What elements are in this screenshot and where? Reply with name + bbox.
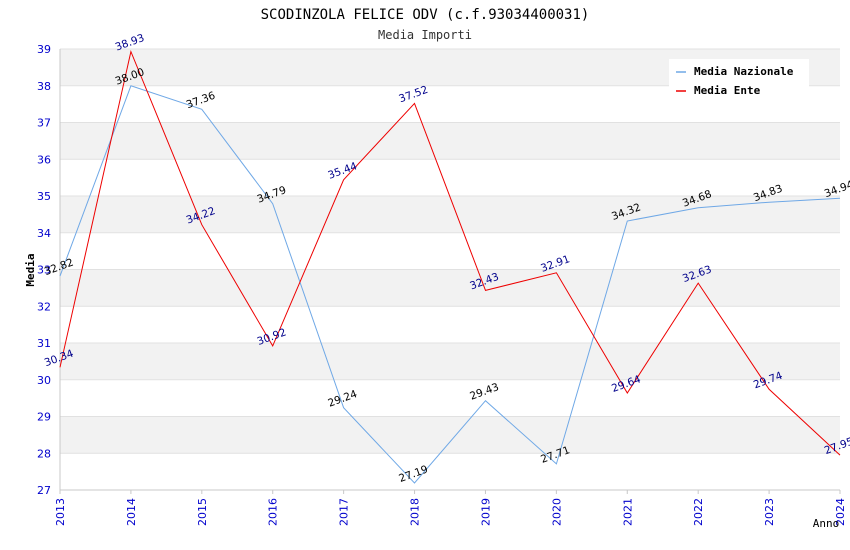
data-label: 37.52: [397, 84, 429, 106]
legend-box: [669, 59, 809, 101]
series-line-ente: [59, 49, 841, 456]
y-tick-labels: 27 28 29 30 31 32 33 34 35 36 37 38 39: [37, 43, 51, 497]
x-tick-label: 2016: [267, 498, 280, 526]
y-tick-label: 27: [37, 484, 51, 497]
x-tick-label: 2022: [692, 498, 705, 526]
y-tick-label: 32: [37, 300, 51, 313]
x-axis-label: Anno: [813, 517, 840, 530]
chart-subtitle: Media Importi: [378, 28, 472, 42]
grid-band: [60, 343, 840, 380]
y-tick-label: 37: [37, 117, 51, 130]
grid-band: [60, 416, 840, 454]
y-tick-label: 31: [37, 337, 51, 350]
data-label: 35.44: [326, 160, 359, 182]
y-axis-label: Media: [24, 253, 37, 286]
chart-title: SCODINZOLA FELICE ODV (c.f.93034400031): [261, 7, 590, 23]
grid-bands: [60, 49, 840, 454]
y-tick-label: 28: [37, 447, 51, 460]
y-tick-label: 29: [37, 411, 51, 424]
x-tick-label: 2017: [338, 498, 351, 526]
x-tick-label: 2014: [125, 498, 138, 526]
x-tick-label: 2021: [621, 498, 634, 526]
y-tick-label: 39: [37, 43, 51, 56]
x-tick-label: 2023: [763, 498, 776, 526]
grid-band: [60, 122, 840, 160]
legend: Media Nazionale Media Ente: [669, 59, 809, 101]
x-tick-label: 2020: [550, 498, 563, 526]
x-tick-labels: 2013 2014 2015 2016 2017 2018 2019 2020 2021 2022…: [54, 490, 847, 526]
y-tick-label: 35: [37, 190, 51, 203]
series-line-nazionale: [59, 85, 841, 484]
grid-band: [60, 269, 840, 307]
x-tick-label: 2019: [479, 498, 492, 526]
grid-band: [60, 196, 840, 233]
y-tick-label: 36: [37, 153, 51, 166]
x-tick-label: 2013: [54, 498, 67, 526]
y-tick-label: 38: [37, 80, 51, 93]
x-tick-label: 2018: [409, 498, 422, 526]
legend-label-nazionale: Media Nazionale: [694, 65, 794, 78]
y-tick-label: 34: [37, 227, 51, 240]
x-tick-label: 2024: [834, 498, 847, 526]
series-lines: [59, 49, 841, 484]
x-tick-label: 2015: [196, 498, 209, 526]
legend-label-ente: Media Ente: [694, 84, 761, 97]
y-tick-label: 30: [37, 374, 51, 387]
y-tick-label: 33: [37, 264, 51, 277]
data-label: 37.36: [185, 90, 218, 112]
data-label: 29.43: [468, 381, 500, 403]
